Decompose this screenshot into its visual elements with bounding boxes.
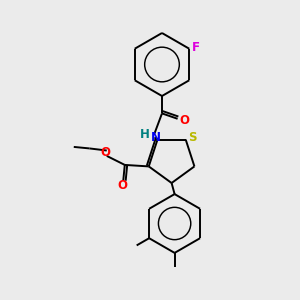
Text: F: F bbox=[192, 41, 200, 54]
Text: H: H bbox=[140, 128, 150, 141]
Text: N: N bbox=[151, 130, 161, 144]
Text: O: O bbox=[117, 179, 127, 192]
Text: O: O bbox=[100, 146, 110, 158]
Text: S: S bbox=[188, 131, 196, 144]
Text: O: O bbox=[180, 114, 190, 128]
